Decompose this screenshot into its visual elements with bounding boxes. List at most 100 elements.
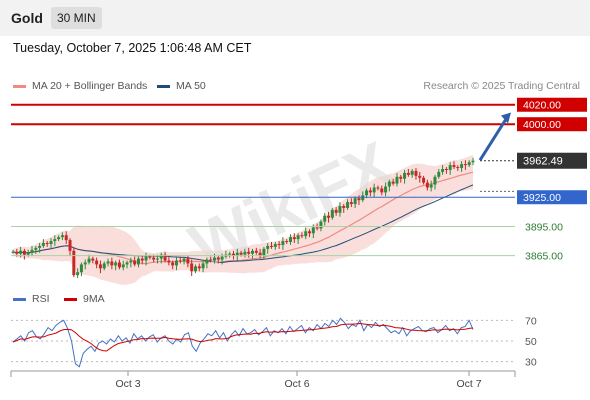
- resistance-tag: [517, 117, 587, 132]
- candle-body: [121, 264, 125, 268]
- candle-body: [144, 256, 148, 261]
- candle-body: [254, 250, 258, 253]
- candle-body: [349, 202, 353, 205]
- candle-body: [231, 253, 235, 256]
- candle-body: [98, 264, 102, 269]
- candle-body: [429, 184, 433, 188]
- last-price-label: 3962.49: [523, 156, 563, 168]
- rsi-line: [12, 317, 474, 368]
- candle-body: [330, 209, 334, 218]
- candle-body: [262, 248, 266, 256]
- resistance-label-0: 4020.00: [523, 100, 561, 112]
- candle-body: [270, 245, 274, 247]
- candle-body: [22, 250, 26, 255]
- rsi-level-label-2: 30: [525, 357, 537, 369]
- candle-body: [197, 266, 201, 269]
- candle-body: [79, 264, 83, 273]
- candle-body: [76, 272, 80, 276]
- candle-body: [471, 160, 475, 163]
- candle-body: [376, 187, 380, 189]
- candle-body: [26, 252, 30, 255]
- candle-body: [53, 239, 57, 242]
- rsi-level-label-1: 50: [525, 336, 537, 348]
- candle-body: [281, 241, 285, 245]
- candle-body: [300, 235, 304, 237]
- last-price-tag: [517, 152, 587, 169]
- candle-body: [425, 182, 429, 188]
- candle-body: [178, 260, 182, 262]
- candle-body: [201, 263, 205, 269]
- forecast-arrow: [478, 116, 509, 162]
- candle-body: [68, 240, 72, 251]
- candle-body: [106, 261, 110, 264]
- legend-label-rsi: RSI: [32, 293, 50, 305]
- candle-body: [216, 257, 220, 260]
- candle-body: [190, 263, 194, 272]
- candle-body: [83, 262, 87, 265]
- candle-body: [64, 235, 68, 241]
- candle-body: [155, 258, 159, 260]
- candle-body: [57, 237, 61, 240]
- candle-body: [72, 250, 76, 276]
- research-credit: Research © 2025 Trading Central: [423, 80, 580, 92]
- candle-body: [186, 258, 190, 264]
- candle-body: [247, 251, 251, 254]
- resistance-tag: [517, 97, 587, 112]
- candle-body: [117, 262, 121, 268]
- candle-body: [418, 175, 422, 178]
- candle-body: [114, 262, 118, 266]
- candle-body: [152, 257, 156, 260]
- legend-swatch-ma50: [157, 84, 170, 88]
- resistance-label-1: 4000.00: [523, 119, 561, 131]
- pivot-label: 3925.00: [523, 192, 561, 204]
- candle-body: [129, 260, 133, 263]
- candle-body: [174, 260, 178, 266]
- candle-body: [315, 227, 319, 229]
- candle-body: [38, 245, 42, 248]
- candle-body: [159, 254, 163, 259]
- candle-body: [319, 221, 323, 229]
- candle-body: [95, 260, 99, 265]
- candle-body: [140, 258, 144, 261]
- candle-body: [444, 169, 448, 170]
- candle-body: [467, 162, 471, 166]
- candle-body: [308, 231, 312, 234]
- candle-body: [292, 237, 296, 240]
- candle-body: [167, 260, 171, 263]
- legend-swatch-ma20: [13, 84, 26, 88]
- candle-body: [463, 164, 467, 166]
- legend-label-ma20: MA 20 + Bollinger Bands: [32, 80, 148, 92]
- candle-body: [30, 249, 34, 253]
- legend-swatch-rsi: [13, 297, 26, 301]
- legend-item-9ma: 9MA: [64, 293, 105, 305]
- candle-body: [346, 202, 350, 208]
- candle-body: [125, 262, 129, 265]
- candle-body: [163, 254, 167, 261]
- x-tick-label-2: Oct 7: [456, 378, 481, 390]
- candle-body: [239, 252, 243, 255]
- candle-body: [148, 256, 152, 258]
- candle-body: [251, 250, 255, 254]
- candle-body: [323, 215, 327, 222]
- candle-body: [11, 251, 15, 253]
- bollinger-band: [13, 154, 473, 285]
- legend-label-9ma: 9MA: [83, 293, 105, 305]
- candle-body: [15, 251, 19, 254]
- candle-body: [87, 258, 91, 263]
- candle-body: [448, 165, 452, 170]
- support-label-0: 3895.00: [525, 221, 563, 233]
- candle-body: [34, 247, 38, 250]
- candle-body: [410, 170, 414, 175]
- candle-body: [372, 187, 376, 193]
- candle-body: [403, 172, 407, 179]
- candle-body: [91, 258, 95, 261]
- candle-body: [171, 262, 175, 266]
- legend-item-ma20: MA 20 + Bollinger Bands: [13, 80, 147, 92]
- timeframe-button[interactable]: 30 MIN: [51, 7, 102, 29]
- x-tick-label-0: Oct 3: [115, 378, 140, 390]
- forecast-arrowhead: [501, 112, 511, 124]
- legend-item-ma50: MA 50: [157, 80, 206, 92]
- candle-body: [368, 190, 372, 193]
- candle-body: [277, 243, 281, 245]
- candle-body: [327, 215, 331, 218]
